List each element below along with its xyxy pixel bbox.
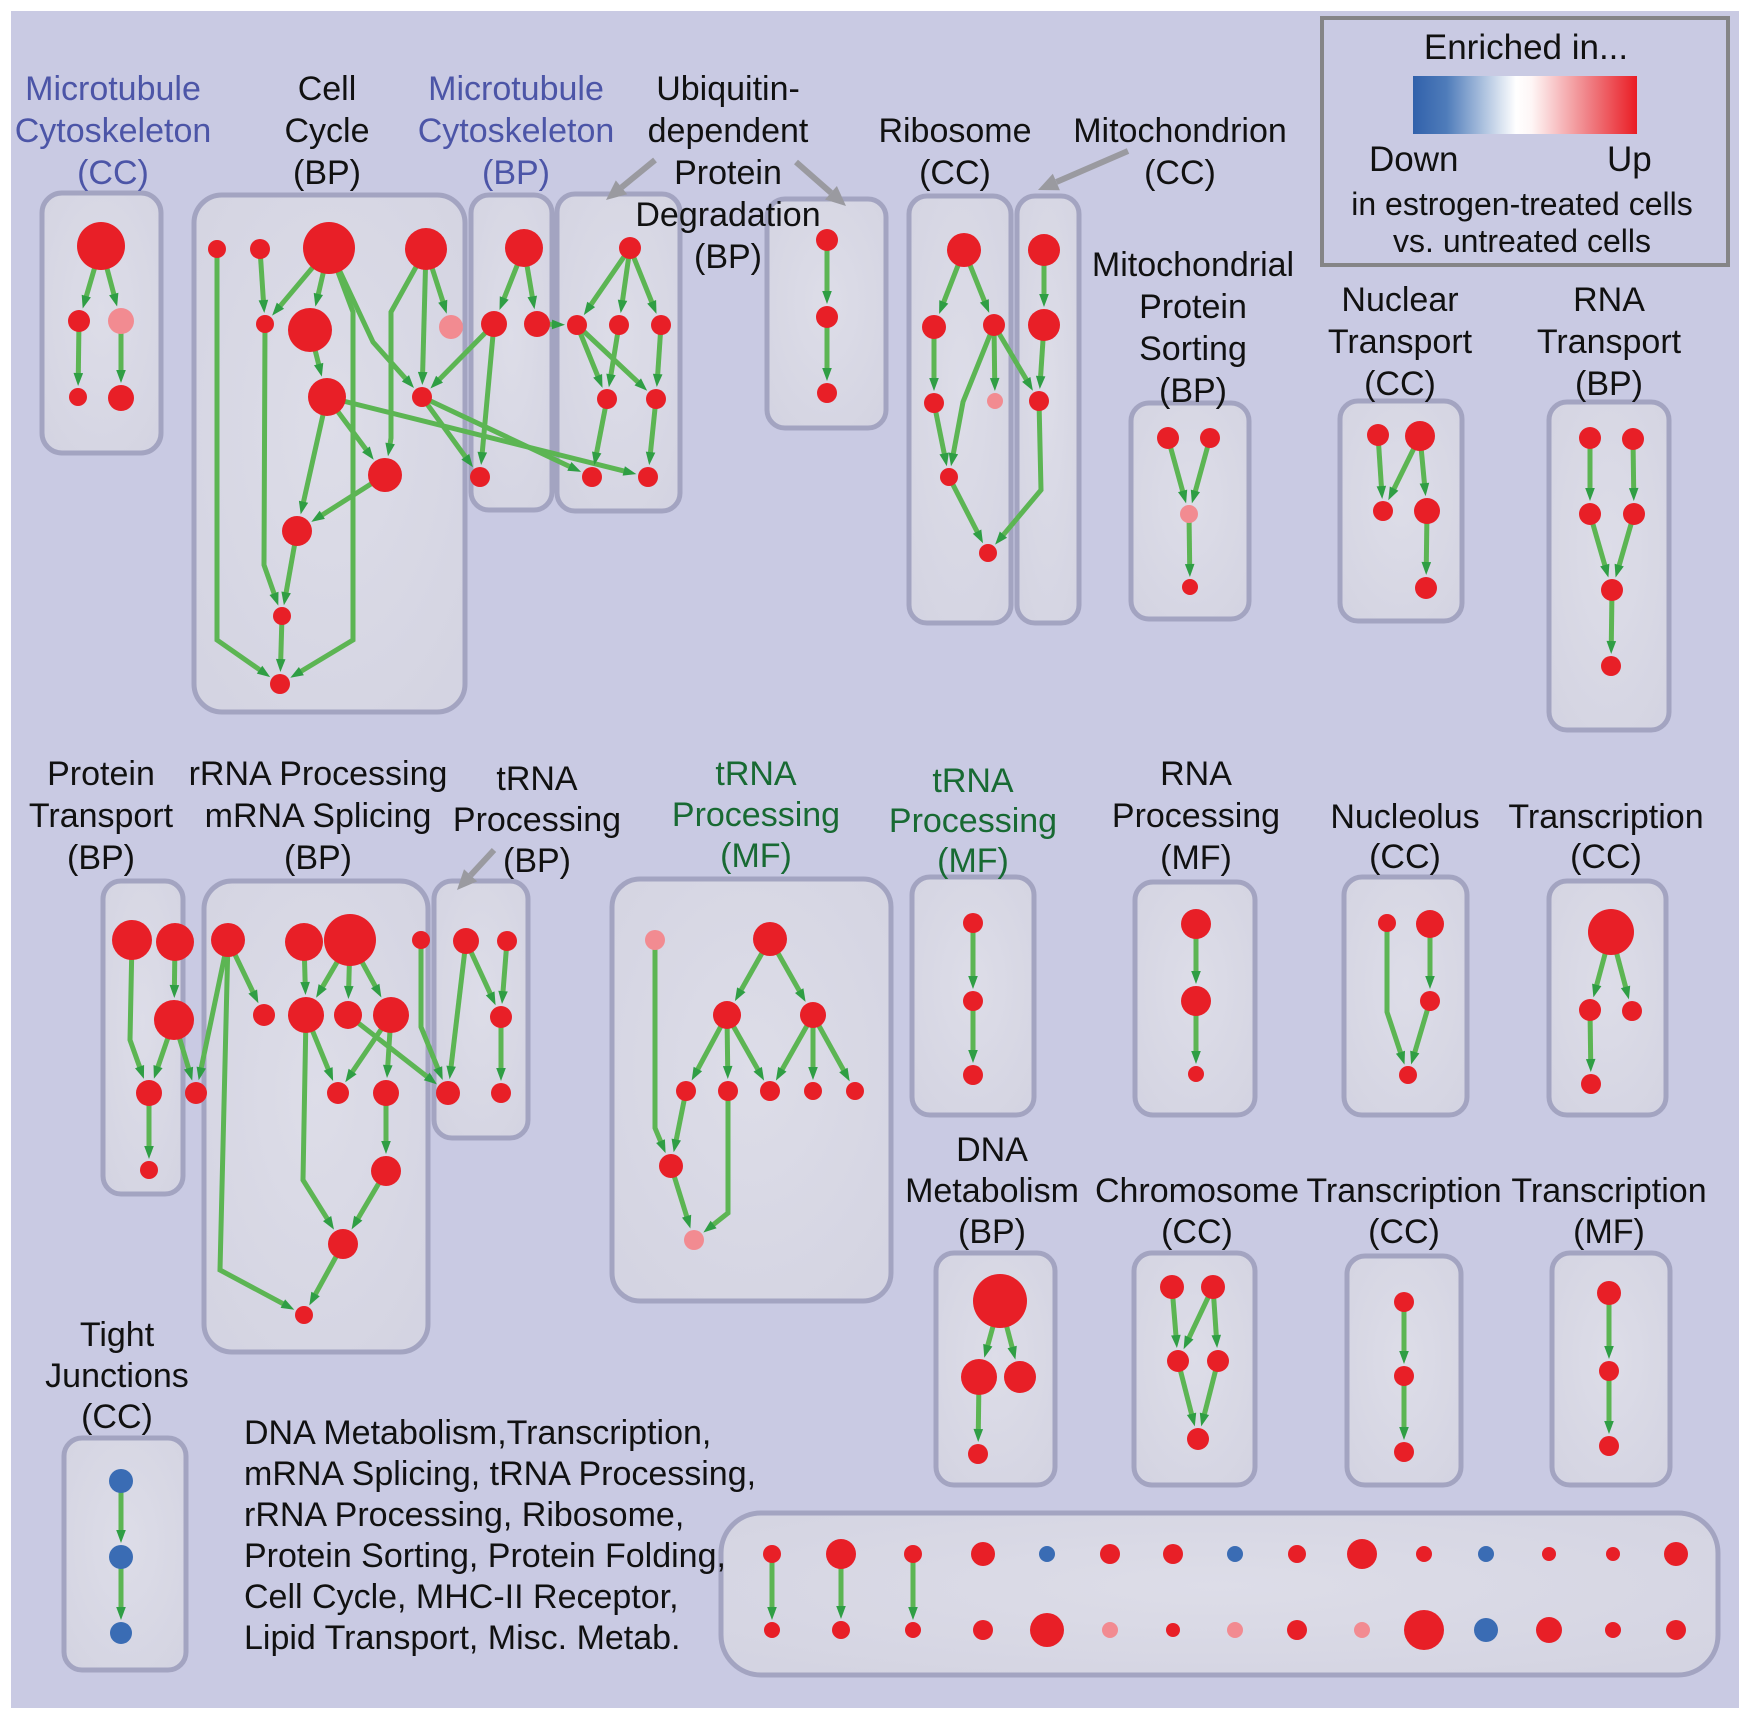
svg-text:Transport: Transport — [29, 797, 174, 835]
svg-text:Sorting: Sorting — [1139, 330, 1247, 368]
svg-text:(BP): (BP) — [293, 154, 361, 192]
svg-text:(BP): (BP) — [958, 1213, 1026, 1251]
svg-text:Transcription: Transcription — [1511, 1172, 1706, 1210]
svg-text:(MF): (MF) — [1573, 1213, 1645, 1251]
svg-text:Transport: Transport — [1328, 323, 1473, 361]
svg-text:dependent: dependent — [648, 112, 809, 150]
svg-text:Protein: Protein — [1139, 288, 1247, 326]
svg-text:Processing: Processing — [672, 796, 840, 834]
svg-text:tRNA: tRNA — [715, 755, 797, 793]
svg-text:mRNA Splicing, tRNA Processing: mRNA Splicing, tRNA Processing, — [244, 1455, 756, 1493]
svg-text:Cytoskeleton: Cytoskeleton — [15, 112, 212, 150]
svg-text:(CC): (CC) — [1144, 154, 1216, 192]
svg-text:Nucleolus: Nucleolus — [1330, 798, 1479, 836]
svg-text:vs. untreated cells: vs. untreated cells — [1393, 223, 1651, 259]
svg-text:Nuclear: Nuclear — [1341, 281, 1458, 319]
svg-text:Chromosome: Chromosome — [1095, 1172, 1299, 1210]
svg-text:Transcription: Transcription — [1306, 1172, 1501, 1210]
svg-text:in estrogen-treated cells: in estrogen-treated cells — [1351, 186, 1693, 222]
svg-text:Metabolism: Metabolism — [905, 1172, 1079, 1210]
svg-text:(BP): (BP) — [503, 842, 571, 880]
svg-text:Ubiquitin-: Ubiquitin- — [656, 70, 800, 108]
svg-text:mRNA Splicing: mRNA Splicing — [205, 797, 432, 835]
svg-text:Processing: Processing — [1112, 797, 1280, 835]
svg-text:Up: Up — [1607, 140, 1652, 179]
svg-text:(CC): (CC) — [919, 154, 991, 192]
svg-text:(BP): (BP) — [284, 839, 352, 877]
svg-text:Protein: Protein — [674, 154, 782, 192]
svg-text:Down: Down — [1369, 140, 1458, 179]
svg-text:Tight: Tight — [80, 1316, 155, 1354]
svg-text:(CC): (CC) — [1364, 365, 1436, 403]
svg-text:(MF): (MF) — [937, 842, 1009, 880]
svg-text:Cycle: Cycle — [284, 112, 369, 150]
svg-text:Lipid Transport, Misc. Metab.: Lipid Transport, Misc. Metab. — [244, 1619, 681, 1657]
svg-text:Degradation: Degradation — [635, 196, 820, 234]
svg-text:(BP): (BP) — [67, 839, 135, 877]
svg-text:(CC): (CC) — [1161, 1213, 1233, 1251]
svg-text:Cell: Cell — [298, 70, 357, 108]
svg-text:RNA: RNA — [1160, 755, 1232, 793]
svg-text:Microtubule: Microtubule — [428, 70, 604, 108]
svg-text:(CC): (CC) — [81, 1398, 153, 1436]
svg-text:Mitochondrial: Mitochondrial — [1092, 246, 1294, 284]
svg-text:(BP): (BP) — [1575, 365, 1643, 403]
svg-text:Enriched in...: Enriched in... — [1424, 28, 1628, 67]
svg-text:Cell Cycle, MHC-II Receptor,: Cell Cycle, MHC-II Receptor, — [244, 1578, 679, 1616]
svg-text:Mitochondrion: Mitochondrion — [1073, 112, 1287, 150]
svg-text:Processing: Processing — [889, 802, 1057, 840]
svg-text:Junctions: Junctions — [45, 1357, 189, 1395]
svg-text:tRNA: tRNA — [496, 760, 578, 798]
svg-text:(BP): (BP) — [1159, 372, 1227, 410]
svg-text:rRNA Processing, Ribosome,: rRNA Processing, Ribosome, — [244, 1496, 684, 1534]
svg-text:(MF): (MF) — [720, 837, 792, 875]
svg-text:(CC): (CC) — [1368, 1213, 1440, 1251]
svg-text:Transcription: Transcription — [1508, 798, 1703, 836]
svg-text:(CC): (CC) — [77, 154, 149, 192]
svg-text:Protein: Protein — [47, 755, 155, 793]
svg-text:Ribosome: Ribosome — [878, 112, 1031, 150]
svg-text:Transport: Transport — [1537, 323, 1682, 361]
svg-text:RNA: RNA — [1573, 281, 1645, 319]
svg-text:(CC): (CC) — [1570, 838, 1642, 876]
svg-text:DNA Metabolism,Transcription,: DNA Metabolism,Transcription, — [244, 1414, 711, 1452]
svg-text:Microtubule: Microtubule — [25, 70, 201, 108]
svg-text:tRNA: tRNA — [932, 762, 1014, 800]
svg-text:(CC): (CC) — [1369, 838, 1441, 876]
svg-text:DNA: DNA — [956, 1131, 1028, 1169]
svg-text:Cytoskeleton: Cytoskeleton — [418, 112, 615, 150]
svg-text:(BP): (BP) — [694, 238, 762, 276]
svg-text:Protein Sorting, Protein Foldi: Protein Sorting, Protein Folding, — [244, 1537, 726, 1575]
svg-text:Processing: Processing — [453, 801, 621, 839]
svg-text:(MF): (MF) — [1160, 839, 1232, 877]
svg-text:(BP): (BP) — [482, 154, 550, 192]
svg-text:rRNA Processing: rRNA Processing — [189, 755, 448, 793]
